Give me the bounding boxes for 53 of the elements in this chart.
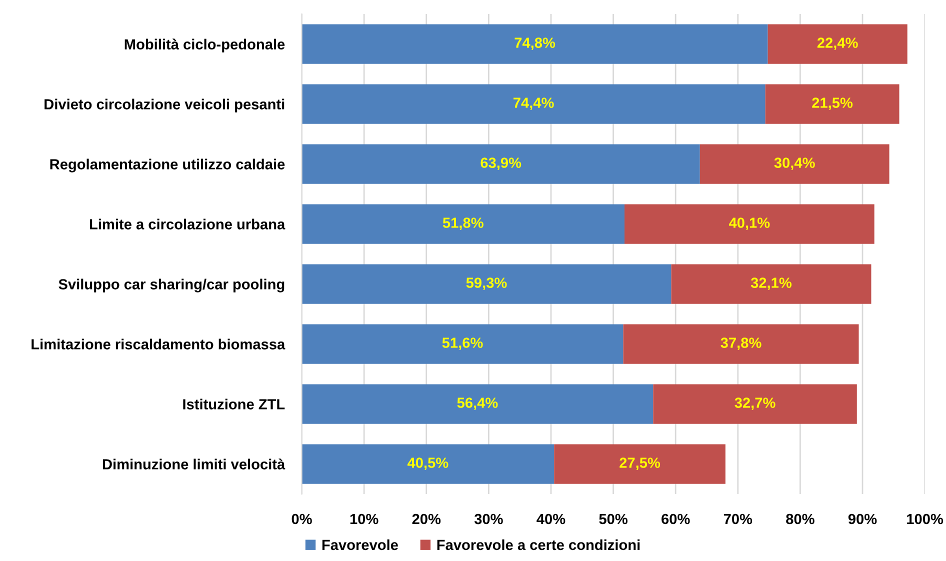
data-label: 51,6% <box>442 338 483 350</box>
y-tick-label: Regolamentazione utilizzo caldaie <box>50 158 285 172</box>
y-tick-label: Sviluppo car sharing/car pooling <box>58 278 284 292</box>
y-tick-label: Limite a circolazione urbana <box>90 218 286 230</box>
bar <box>302 444 554 484</box>
data-label: 51,8% <box>442 218 484 230</box>
data-label: 22,4% <box>817 38 858 50</box>
bar <box>302 24 768 64</box>
data-label: 21,5% <box>812 98 853 110</box>
x-tick-label: 0% <box>292 514 312 524</box>
x-tick-label: 10% <box>350 514 378 524</box>
y-tick-label: Istituzione ZTL <box>183 398 285 410</box>
x-tick-label: 90% <box>848 514 877 524</box>
x-tick-label: 70% <box>724 514 752 524</box>
bar <box>768 24 908 64</box>
bar <box>671 264 872 304</box>
bar <box>302 264 672 304</box>
bar <box>302 324 624 364</box>
data-label: 63,9% <box>480 158 522 170</box>
x-tick-label: 60% <box>662 514 690 524</box>
bar <box>302 84 766 124</box>
data-label: 59,3% <box>466 278 507 290</box>
bar <box>302 384 654 424</box>
bar <box>765 84 900 124</box>
data-label: 32,1% <box>750 278 792 290</box>
bar <box>623 324 859 364</box>
data-label: 40,1% <box>728 218 770 230</box>
data-label: 74,8% <box>514 38 556 50</box>
bar <box>554 444 726 484</box>
y-tick-label: Diminuzione limiti velocità <box>102 458 286 470</box>
data-label: 37,8% <box>720 338 762 350</box>
y-tick-label: Limitazione riscaldamento biomassa <box>32 338 286 350</box>
legend-label: Favorevole a certe condizioni <box>437 539 640 550</box>
data-label: 74,4% <box>513 98 554 110</box>
data-label: 27,5% <box>620 458 660 470</box>
data-label: 32,7% <box>734 398 776 410</box>
bar <box>302 144 700 184</box>
x-tick-label: 30% <box>474 514 503 524</box>
x-tick-label: 80% <box>786 514 814 524</box>
y-tick-label: Mobilità ciclo-pedonale <box>124 38 285 52</box>
bar <box>624 204 874 244</box>
x-tick-label: 100% <box>907 514 944 524</box>
x-tick-label: 20% <box>412 514 441 524</box>
x-tick-label: 50% <box>599 514 628 524</box>
bar <box>700 144 890 184</box>
bar <box>653 384 857 424</box>
bar <box>302 204 625 244</box>
legend-label: Favorevole <box>322 539 398 550</box>
data-label: 56,4% <box>457 398 498 410</box>
y-tick-label: Divieto circolazione veicoli pesanti <box>44 98 284 112</box>
data-label: 30,4% <box>774 158 815 170</box>
data-label: 40,5% <box>407 458 448 470</box>
x-tick-label: 40% <box>536 514 566 524</box>
